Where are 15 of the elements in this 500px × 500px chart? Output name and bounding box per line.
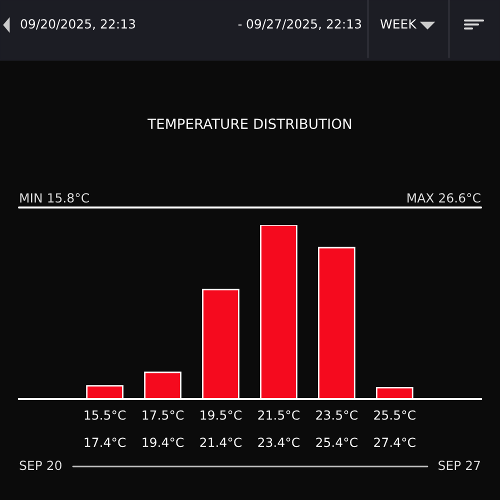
text: MAX 26.6°C (408, 193, 480, 203)
category-label: 21.5°C 23.4°C (258, 410, 300, 448)
text: WEEK (380, 19, 417, 28)
text: SEP 20 (20, 460, 62, 470)
text: - (238, 24, 242, 26)
text: 09/20/2025, 22:13 (20, 19, 136, 30)
text: MIN 15.8°C (20, 193, 89, 203)
category-label: 23.5°C 25.4°C (316, 410, 358, 448)
category-label: 25.5°C 27.4°C (374, 410, 416, 448)
category-label: 19.5°C 21.4°C (200, 410, 242, 448)
chart-title: TEMPERATURE DISTRIBUTION (148, 118, 352, 130)
text: SEP 27 (438, 460, 480, 470)
category-label: 17.5°C 19.4°C (142, 410, 184, 448)
text: 09/27/2025, 22:13 (246, 19, 361, 30)
category-label: 15.5°C 17.4°C (84, 410, 126, 448)
